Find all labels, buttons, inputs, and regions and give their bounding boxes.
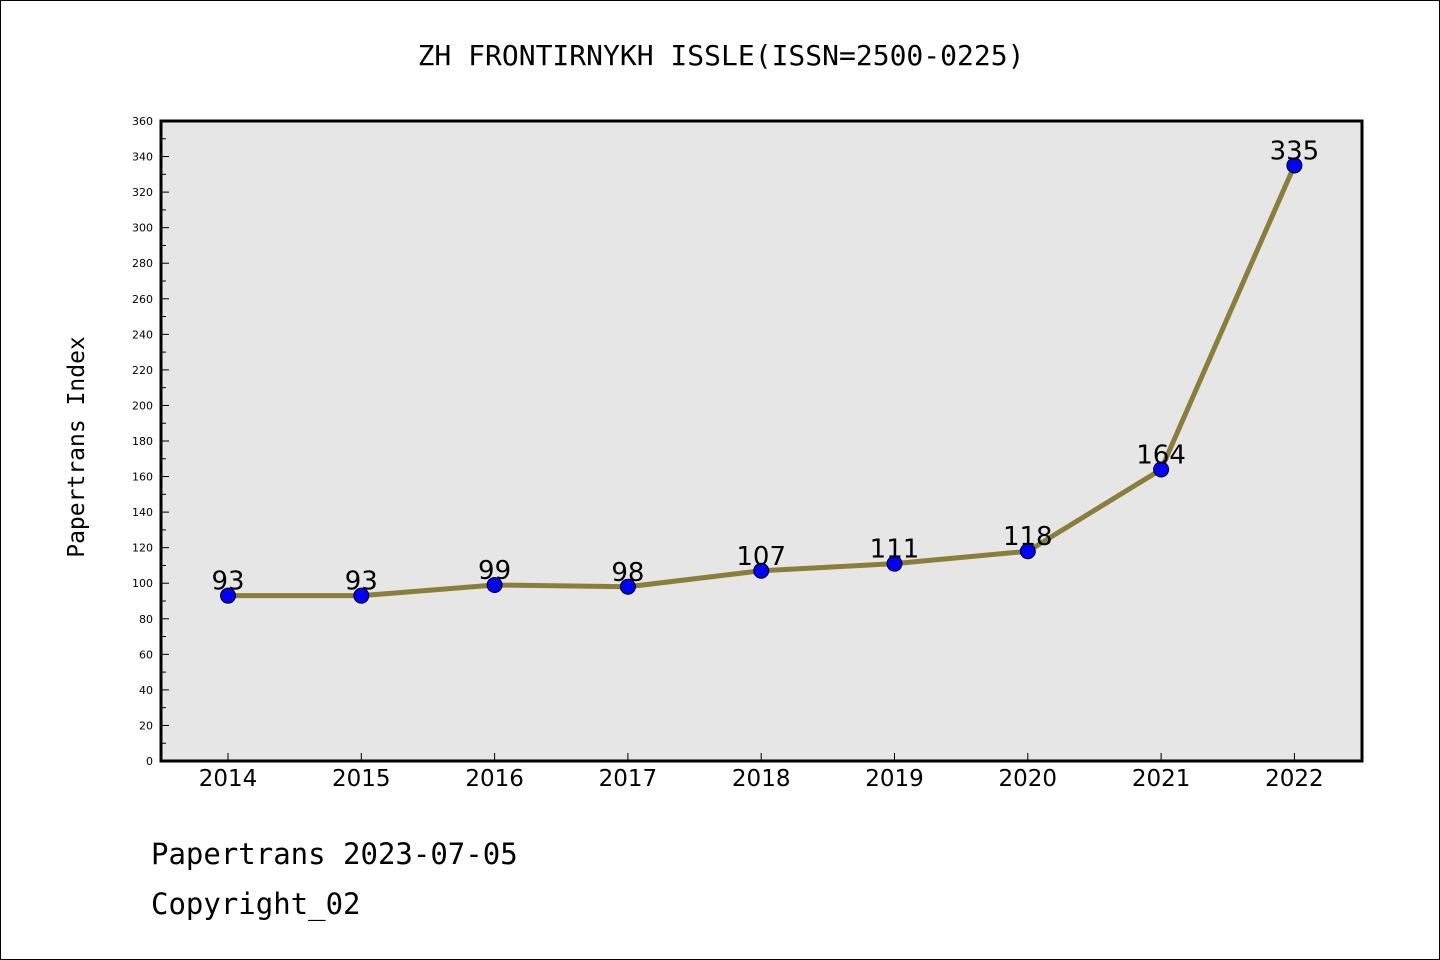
- y-axis-ticks: 0 20 40 60 80 100 120 140 160 180 200 220 240 260 280 3…: [132, 115, 169, 768]
- data-label: 164: [1136, 440, 1186, 470]
- data-point: [1286, 157, 1303, 174]
- x-axis-ticks: 2014 2015 2016 2017 2018 2019 2020 2021 2022: [199, 753, 1324, 792]
- data-point: [1153, 461, 1170, 478]
- y-tick-label: 260: [132, 293, 153, 306]
- y-tick-label: 300: [132, 222, 153, 235]
- data-label: 118: [1003, 522, 1053, 552]
- chart-title: ZH FRONTIRNYKH ISSLE(ISSN=2500-0225): [417, 39, 1025, 72]
- y-tick-label: 340: [132, 151, 153, 164]
- data-label: 335: [1270, 136, 1320, 166]
- x-tick-label: 2020: [999, 766, 1058, 792]
- y-tick-label: 0: [146, 755, 153, 768]
- y-tick-label: 360: [132, 115, 153, 128]
- y-tick-label: 320: [132, 186, 153, 199]
- x-tick-label: 2021: [1132, 766, 1191, 792]
- y-tick-label: 280: [132, 257, 153, 270]
- y-tick-label: 40: [139, 684, 153, 697]
- y-tick-label: 20: [139, 719, 153, 732]
- data-label: 93: [345, 567, 378, 597]
- y-tick-label: 60: [139, 648, 153, 661]
- data-label: 99: [478, 556, 511, 586]
- x-tick-label: 2022: [1265, 766, 1324, 792]
- data-point: [353, 587, 370, 604]
- x-tick-label: 2016: [465, 766, 524, 792]
- y-tick-label: 100: [132, 577, 153, 590]
- footer-date: Papertrans 2023-07-05: [151, 837, 518, 871]
- x-tick-label: 2018: [732, 766, 791, 792]
- data-point: [619, 578, 636, 595]
- x-tick-label: 2015: [332, 766, 391, 792]
- data-point: [220, 587, 236, 604]
- y-tick-label: 200: [132, 399, 153, 412]
- x-tick-label: 2014: [199, 766, 258, 792]
- x-tick-label: 2017: [599, 766, 658, 792]
- data-label: 93: [211, 567, 244, 597]
- y-tick-label: 120: [132, 542, 153, 555]
- data-label: 98: [611, 558, 644, 588]
- y-tick-label: 220: [132, 364, 153, 377]
- series-layer: 93 93 99 98 107 111 118 164 335: [211, 136, 1320, 604]
- y-tick-label: 80: [139, 613, 153, 626]
- footer-copyright: Copyright_02: [151, 887, 361, 921]
- data-point: [753, 562, 770, 579]
- data-label: 111: [870, 535, 920, 565]
- x-tick-label: 2019: [865, 766, 924, 792]
- data-point: [486, 577, 503, 593]
- plot-border: [159, 119, 1364, 763]
- data-label: 107: [736, 542, 786, 572]
- y-tick-label: 160: [132, 471, 153, 484]
- y-tick-label: 240: [132, 328, 153, 341]
- y-tick-label: 140: [132, 506, 153, 519]
- data-point: [886, 555, 903, 572]
- y-tick-label: 180: [132, 435, 153, 448]
- plot-area: [161, 121, 1362, 761]
- data-point: [1019, 543, 1036, 560]
